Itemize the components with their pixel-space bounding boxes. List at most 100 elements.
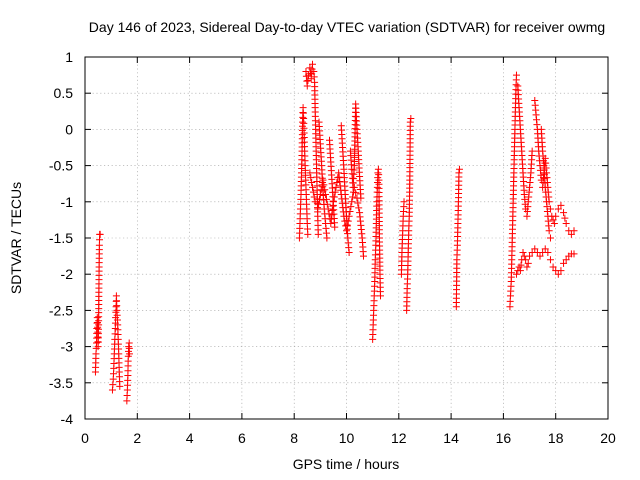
data-point [562,256,570,264]
data-point [554,205,562,213]
x-tick-label: 18 [548,430,564,446]
data-point [96,230,104,238]
chart-title: Day 146 of 2023, Sidereal Day-to-day VTE… [89,19,605,35]
data-point [560,259,568,267]
y-tick-label: 1 [65,49,73,65]
data-point [335,169,343,177]
x-tick-label: 8 [290,430,298,446]
data-point [352,189,360,197]
data-point [545,227,553,235]
data-point [546,256,554,264]
x-tick-label: 6 [238,430,246,446]
y-axis-title: SDTVAR / TECUs [8,182,24,294]
data-point [355,204,363,212]
x-tick-label: 4 [186,430,194,446]
data-point [407,115,415,123]
y-tick-label: 0.5 [54,85,74,101]
axis-ticks: 0 2 4 6 8 10 12 14 16 18 20 1 0.5 0 -0.5 -1 -1.5 -2 -2.5 -3… [49,49,616,446]
data-point [400,198,408,206]
data-point [304,230,312,238]
data-point [125,343,133,351]
data-point [307,174,315,182]
x-tick-label: 10 [339,430,355,446]
y-tick-label: -1 [61,194,74,210]
data-point [310,193,318,201]
data-point [522,256,530,264]
data-point [524,259,532,267]
data-point [349,193,357,201]
data-point [455,169,463,177]
data-point [546,234,554,242]
data-point [357,194,365,202]
data-point [328,206,336,214]
data-point [116,382,124,390]
data-point [567,230,575,238]
x-tick-label: 14 [443,430,459,446]
data-point [549,216,557,224]
data-point [332,183,340,191]
data-points [91,60,578,405]
data-point [455,165,463,173]
data-point [512,270,520,278]
data-point [550,220,558,228]
data-point [560,209,568,217]
x-tick-label: 12 [391,430,407,446]
data-point [125,350,133,358]
y-tick-label: -1.5 [49,230,73,246]
data-point [570,250,578,258]
x-tick-label: 2 [133,430,141,446]
data-point [570,227,578,235]
data-point [406,118,414,126]
data-point [541,245,549,253]
y-tick-label: -4 [61,411,74,427]
y-tick-label: -2 [61,266,74,282]
y-tick-label: -0.5 [49,158,73,174]
data-point [544,248,552,256]
x-tick-label: 0 [81,430,89,446]
data-point [531,245,539,253]
data-point [307,69,315,77]
data-point [309,60,317,68]
data-point [549,263,557,271]
data-point [523,263,531,271]
data-point [323,234,331,242]
data-point [519,248,527,256]
data-point [526,252,534,260]
data-point [516,267,524,275]
data-point [315,195,323,203]
data-point [314,230,322,238]
y-tick-label: 0 [65,121,73,137]
data-point [528,147,536,155]
data-point [347,203,355,211]
data-point [304,77,312,85]
data-point [345,248,353,256]
data-point [561,214,569,222]
data-point [557,267,565,275]
data-point [512,71,520,79]
data-point [517,261,525,269]
x-axis-title: GPS time / hours [293,456,400,472]
data-point [308,178,316,186]
data-point [536,252,544,260]
data-point [374,169,382,177]
data-point [376,292,384,300]
data-point [554,270,562,278]
y-tick-label: -3.5 [49,375,73,391]
data-point [331,223,339,231]
data-point [303,82,311,90]
y-tick-label: -3 [61,339,74,355]
data-point [562,220,570,228]
data-point [557,201,565,209]
data-point [343,227,350,235]
data-point [309,188,317,196]
data-point [552,212,560,220]
x-tick-label: 20 [600,430,616,446]
data-point [348,198,356,206]
data-point [314,205,322,213]
data-point [327,215,335,223]
data-point [306,169,314,177]
x-tick-label: 16 [496,430,512,446]
data-point [354,199,362,207]
